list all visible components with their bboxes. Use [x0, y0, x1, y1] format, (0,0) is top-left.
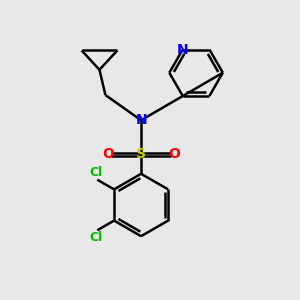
Text: Cl: Cl: [89, 166, 103, 179]
Text: Cl: Cl: [89, 231, 103, 244]
Text: S: S: [136, 148, 146, 161]
Text: N: N: [135, 113, 147, 127]
Text: O: O: [103, 148, 114, 161]
Text: O: O: [168, 148, 180, 161]
Text: N: N: [177, 43, 188, 57]
